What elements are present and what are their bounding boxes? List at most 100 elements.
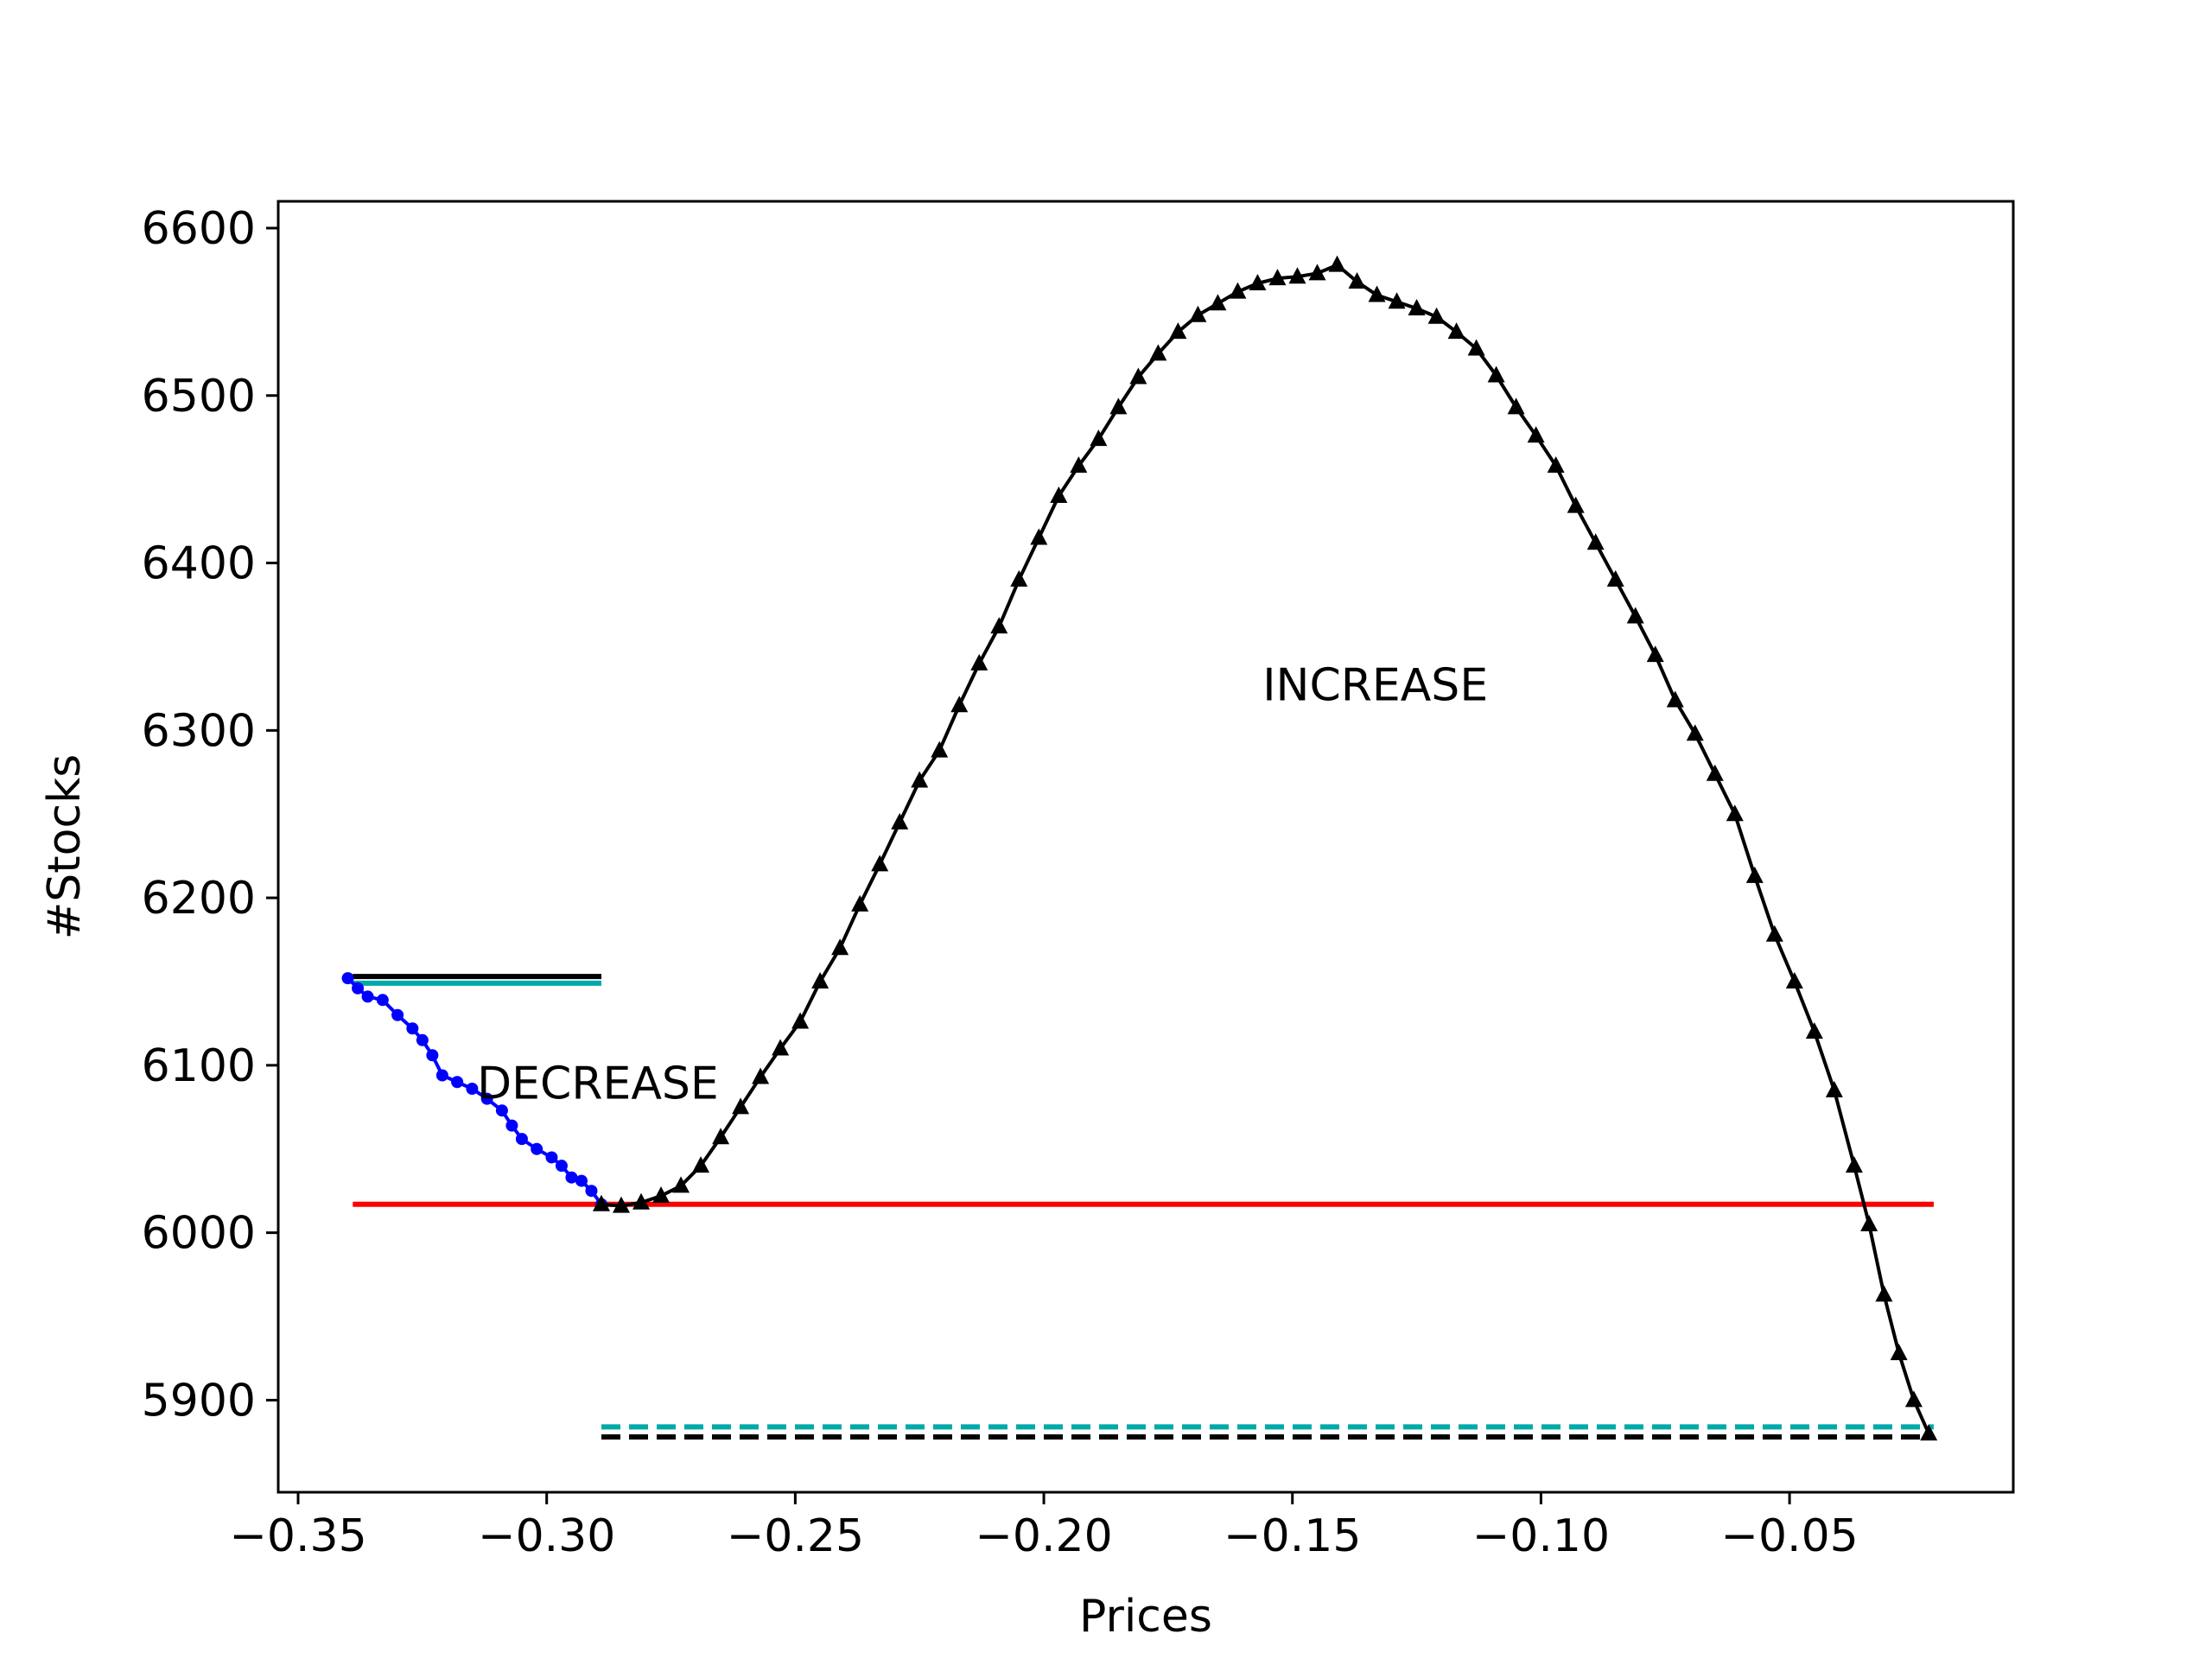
y-tick-label: 6400 xyxy=(142,538,256,590)
x-tick-label: −0.15 xyxy=(1224,1510,1361,1562)
y-tick-label: 6500 xyxy=(142,371,256,423)
data-point xyxy=(1706,764,1724,781)
data-point xyxy=(515,1133,528,1146)
data-point xyxy=(1785,971,1803,988)
data-point xyxy=(531,1142,543,1155)
y-axis-label: #Stocks xyxy=(39,754,91,940)
data-point xyxy=(1050,486,1068,504)
data-point xyxy=(851,894,869,912)
data-point xyxy=(555,1160,568,1173)
y-tick-label: 6300 xyxy=(142,705,256,757)
data-point xyxy=(931,741,949,758)
data-point xyxy=(592,1194,610,1211)
data-point xyxy=(612,1196,630,1213)
x-tick-label: −0.25 xyxy=(727,1510,864,1562)
annotations: DECREASE INCREASE xyxy=(477,659,1488,1109)
data-point xyxy=(416,1033,429,1046)
data-point xyxy=(1209,294,1227,311)
data-point xyxy=(361,990,374,1003)
data-point xyxy=(1268,269,1287,286)
data-point xyxy=(1070,456,1088,474)
series-line xyxy=(601,263,1931,1434)
data-point xyxy=(1686,724,1704,741)
data-point xyxy=(1427,307,1446,324)
data-point xyxy=(1765,925,1783,942)
x-tick-label: −0.20 xyxy=(975,1510,1112,1562)
data-point xyxy=(1920,1424,1938,1441)
data-point xyxy=(352,982,365,995)
data-point xyxy=(871,855,889,872)
x-tick-label: −0.10 xyxy=(1472,1510,1610,1562)
y-tick-label: 6200 xyxy=(142,873,256,925)
data-point xyxy=(391,1008,404,1021)
data-point xyxy=(712,1128,730,1145)
data-point xyxy=(1288,267,1306,284)
data-point xyxy=(990,617,1008,634)
data-point xyxy=(1666,690,1684,708)
data-point xyxy=(1109,397,1128,415)
data-point xyxy=(1567,496,1585,513)
data-point xyxy=(1229,282,1247,299)
data-point xyxy=(466,1083,479,1096)
data-point xyxy=(435,1069,448,1082)
data-point xyxy=(1169,322,1187,340)
data-point xyxy=(1626,607,1644,624)
data-point xyxy=(1890,1344,1908,1361)
x-tick-label: −0.30 xyxy=(478,1510,615,1562)
data-point xyxy=(505,1119,518,1132)
data-point xyxy=(692,1156,710,1173)
data-point xyxy=(1646,645,1664,663)
data-point xyxy=(1010,569,1028,587)
data-point xyxy=(1408,299,1426,316)
data-point xyxy=(772,1039,790,1056)
data-point xyxy=(1030,528,1048,545)
data-point xyxy=(1487,365,1505,383)
data-point xyxy=(1189,305,1207,322)
data-point xyxy=(585,1185,598,1198)
data-point xyxy=(1388,292,1406,309)
data-point xyxy=(652,1186,671,1204)
data-point xyxy=(1845,1156,1863,1173)
data-point xyxy=(1606,569,1624,587)
data-point xyxy=(970,653,988,671)
data-point xyxy=(1249,273,1267,290)
data-point xyxy=(575,1174,588,1187)
data-point xyxy=(950,696,969,713)
data-point xyxy=(911,771,929,788)
data-point xyxy=(1368,285,1386,302)
data-point xyxy=(1348,272,1366,289)
data-point xyxy=(495,1104,508,1117)
data-point xyxy=(545,1151,558,1164)
data-point xyxy=(451,1076,464,1089)
data-point xyxy=(1129,367,1147,385)
data-point xyxy=(426,1049,439,1062)
data-point xyxy=(1860,1214,1878,1231)
x-tick-label: −0.05 xyxy=(1720,1510,1858,1562)
data-point xyxy=(1090,429,1108,447)
y-tick-label: 6600 xyxy=(142,203,256,255)
series-line xyxy=(346,976,603,1205)
x-tick-label: −0.35 xyxy=(229,1510,366,1562)
data-point xyxy=(565,1171,578,1184)
y-tick-label: 5900 xyxy=(142,1375,256,1427)
data-point xyxy=(1745,866,1764,883)
data-point xyxy=(1547,456,1565,474)
x-axis: −0.35 −0.30 −0.25 −0.20 −0.15 −0.10 −0.05 xyxy=(229,1492,1859,1562)
data-point xyxy=(1507,397,1525,415)
x-axis-label: Prices xyxy=(1079,1591,1212,1643)
data-point xyxy=(752,1067,770,1084)
data-point xyxy=(672,1176,690,1193)
data-point xyxy=(341,972,354,985)
data-point xyxy=(1527,426,1545,443)
y-tick-label: 6100 xyxy=(142,1040,256,1092)
data-point xyxy=(1726,804,1744,822)
data-point xyxy=(1875,1285,1893,1302)
annotation-text: DECREASE xyxy=(477,1058,719,1110)
data-point xyxy=(1447,322,1465,340)
y-tick-label: 6000 xyxy=(142,1208,256,1260)
data-point xyxy=(831,938,849,956)
data-point xyxy=(891,812,909,830)
data-point xyxy=(1149,344,1167,361)
data-point xyxy=(1308,264,1326,281)
